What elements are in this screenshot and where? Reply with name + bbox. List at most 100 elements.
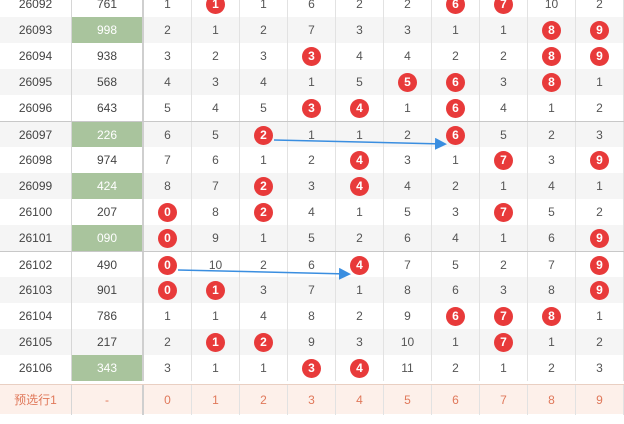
- digit-cell-5: 7: [384, 252, 432, 278]
- hit-ball: 6: [446, 73, 465, 93]
- hit-ball: 2: [254, 177, 273, 197]
- preselect-digit-4[interactable]: 4: [336, 385, 384, 415]
- miss-count: 2: [164, 335, 171, 349]
- miss-count: 2: [596, 0, 603, 11]
- digit-cell-1: 1: [192, 277, 240, 303]
- miss-count: 1: [212, 361, 219, 375]
- hit-ball: 1: [206, 333, 225, 353]
- preselect-digit-7[interactable]: 7: [480, 385, 528, 415]
- issue-number: 26097: [0, 122, 72, 148]
- miss-count: 7: [212, 179, 219, 193]
- preselect-digit-8[interactable]: 8: [528, 385, 576, 415]
- digit-cell-1: 6: [192, 147, 240, 173]
- digit-cell-9: 9: [576, 147, 624, 173]
- hit-ball: 7: [494, 151, 513, 171]
- miss-count: 1: [260, 153, 267, 167]
- hit-ball: 2: [254, 126, 273, 146]
- digit-cell-2: 2: [240, 173, 288, 199]
- digit-cell-3: 2: [288, 147, 336, 173]
- digit-cell-6: 6: [432, 303, 480, 329]
- draw-result: 090: [72, 225, 144, 251]
- draw-result: 901: [72, 277, 144, 303]
- miss-count: 3: [452, 205, 459, 219]
- issue-number: 26103: [0, 277, 72, 303]
- miss-count: 3: [356, 23, 363, 37]
- miss-count: 4: [164, 75, 171, 89]
- hit-ball: 0: [158, 256, 177, 276]
- miss-count: 3: [596, 361, 603, 375]
- digit-cell-4: 2: [336, 225, 384, 251]
- digit-cell-5: 9: [384, 303, 432, 329]
- digit-cell-0: 0: [144, 252, 192, 278]
- hit-ball: 8: [542, 21, 561, 41]
- digit-cell-8: 1: [528, 329, 576, 355]
- digit-cell-5: 2: [384, 122, 432, 148]
- digit-cell-8: 7: [528, 252, 576, 278]
- digit-cell-8: 2: [528, 355, 576, 381]
- digit-cell-0: 5: [144, 95, 192, 121]
- digit-cell-1: 4: [192, 95, 240, 121]
- digit-cell-9: 9: [576, 225, 624, 251]
- miss-count: 2: [356, 231, 363, 245]
- miss-count: 3: [164, 49, 171, 63]
- digit-cell-9: 3: [576, 122, 624, 148]
- hit-ball: 1: [206, 281, 225, 301]
- miss-count: 8: [164, 179, 171, 193]
- digit-cell-4: 2: [336, 0, 384, 17]
- table-row: 26100 207 0 8 2 4 1 5 3 7 5 2: [0, 199, 624, 225]
- issue-number: 26100: [0, 199, 72, 225]
- hit-ball: 4: [350, 359, 369, 379]
- digit-cell-2: 2: [240, 252, 288, 278]
- digit-cell-9: 1: [576, 69, 624, 95]
- miss-count: 1: [596, 309, 603, 323]
- digit-cell-2: 3: [240, 43, 288, 69]
- miss-count: 3: [500, 283, 507, 297]
- miss-count: 4: [260, 309, 267, 323]
- miss-count: 1: [356, 128, 363, 142]
- preselect-digit-6[interactable]: 6: [432, 385, 480, 415]
- miss-count: 3: [164, 361, 171, 375]
- digit-cell-8: 10: [528, 0, 576, 17]
- digit-cell-1: 1: [192, 329, 240, 355]
- preselect-digit-9[interactable]: 9: [576, 385, 624, 415]
- digit-cell-9: 3: [576, 355, 624, 381]
- miss-count: 5: [260, 101, 267, 115]
- digit-cell-2: 2: [240, 122, 288, 148]
- draw-result: 974: [72, 147, 144, 173]
- hit-ball: 1: [206, 0, 225, 15]
- preselect-digit-2[interactable]: 2: [240, 385, 288, 415]
- issue-number: 26099: [0, 173, 72, 199]
- miss-count: 2: [404, 0, 411, 11]
- preselect-digit-5[interactable]: 5: [384, 385, 432, 415]
- miss-count: 1: [548, 335, 555, 349]
- miss-count: 3: [500, 75, 507, 89]
- miss-count: 2: [164, 23, 171, 37]
- preselect-digit-1[interactable]: 1: [192, 385, 240, 415]
- digit-cell-5: 11: [384, 355, 432, 381]
- digit-cell-2: 1: [240, 225, 288, 251]
- miss-count: 4: [404, 49, 411, 63]
- hit-ball: 9: [590, 47, 609, 67]
- digit-cell-4: 1: [336, 277, 384, 303]
- miss-count: 6: [404, 231, 411, 245]
- preselect-digit-3[interactable]: 3: [288, 385, 336, 415]
- hit-ball: 9: [590, 229, 609, 249]
- hit-ball: 0: [158, 203, 177, 223]
- miss-count: 2: [212, 49, 219, 63]
- digit-cell-6: 6: [432, 0, 480, 17]
- miss-count: 8: [548, 283, 555, 297]
- hit-ball: 6: [446, 99, 465, 119]
- table-row: 26102 490 0 10 2 6 4 7 5 2 7 9: [0, 251, 624, 278]
- preselect-digit-0[interactable]: 0: [144, 385, 192, 415]
- digit-cell-7: 7: [480, 147, 528, 173]
- digit-cell-1: 1: [192, 355, 240, 381]
- digit-cell-3: 8: [288, 303, 336, 329]
- hit-ball: 4: [350, 99, 369, 119]
- digit-cell-6: 1: [432, 147, 480, 173]
- digit-cell-0: 2: [144, 329, 192, 355]
- miss-count: 4: [452, 231, 459, 245]
- miss-count: 6: [308, 258, 315, 272]
- miss-count: 4: [500, 101, 507, 115]
- miss-count: 3: [212, 75, 219, 89]
- hit-ball: 2: [254, 333, 273, 353]
